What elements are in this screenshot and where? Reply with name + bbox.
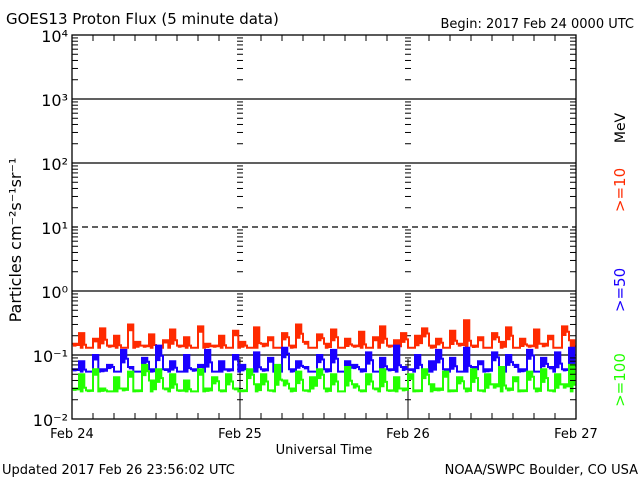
y-tick-label: 10⁻² (33, 411, 68, 430)
updated-timestamp: Updated 2017 Feb 26 23:56:02 UTC (2, 463, 235, 478)
x-tick-label: Feb 27 (554, 427, 598, 442)
legend-ge100: >=100 (611, 353, 629, 407)
legend-ge50: >=50 (611, 268, 629, 312)
x-tick-label: Feb 26 (386, 427, 430, 442)
y-tick-label: 10⁻¹ (33, 347, 68, 366)
begin-label: Begin: 2017 Feb 24 0000 UTC (440, 17, 634, 32)
series-line-ge100 (72, 363, 576, 393)
series-line-ge10 (72, 319, 576, 349)
legend-ge10: >=10 (611, 168, 629, 212)
source-credit: NOAA/SWPC Boulder, CO USA (445, 463, 638, 478)
y-tick-label: 10² (41, 155, 68, 174)
x-tick-labels: Feb 24 Feb 25 Feb 26 Feb 27 (50, 427, 598, 442)
y-tick-label: 10⁴ (41, 27, 68, 46)
legend-unit: MeV (613, 112, 629, 143)
y-tick-label: 10⁰ (41, 283, 68, 302)
series-line-ge50 (72, 344, 576, 373)
y-tick-label: 10³ (41, 91, 68, 110)
y-tick-labels: 10⁻² 10⁻¹ 10⁰ 10¹ 10² 10³ 10⁴ (33, 27, 68, 430)
chart-title: GOES13 Proton Flux (5 minute data) (6, 10, 279, 28)
legend: MeV >=10 >=50 >=100 (611, 112, 629, 406)
axes (71, 34, 577, 420)
x-axis-label: Universal Time (276, 443, 373, 458)
x-tick-label: Feb 25 (218, 427, 262, 442)
y-tick-label: 10¹ (41, 219, 68, 238)
series-layer (72, 319, 576, 393)
y-axis-label: Particles cm⁻²s⁻¹sr⁻¹ (6, 158, 25, 323)
x-tick-label: Feb 24 (50, 427, 94, 442)
